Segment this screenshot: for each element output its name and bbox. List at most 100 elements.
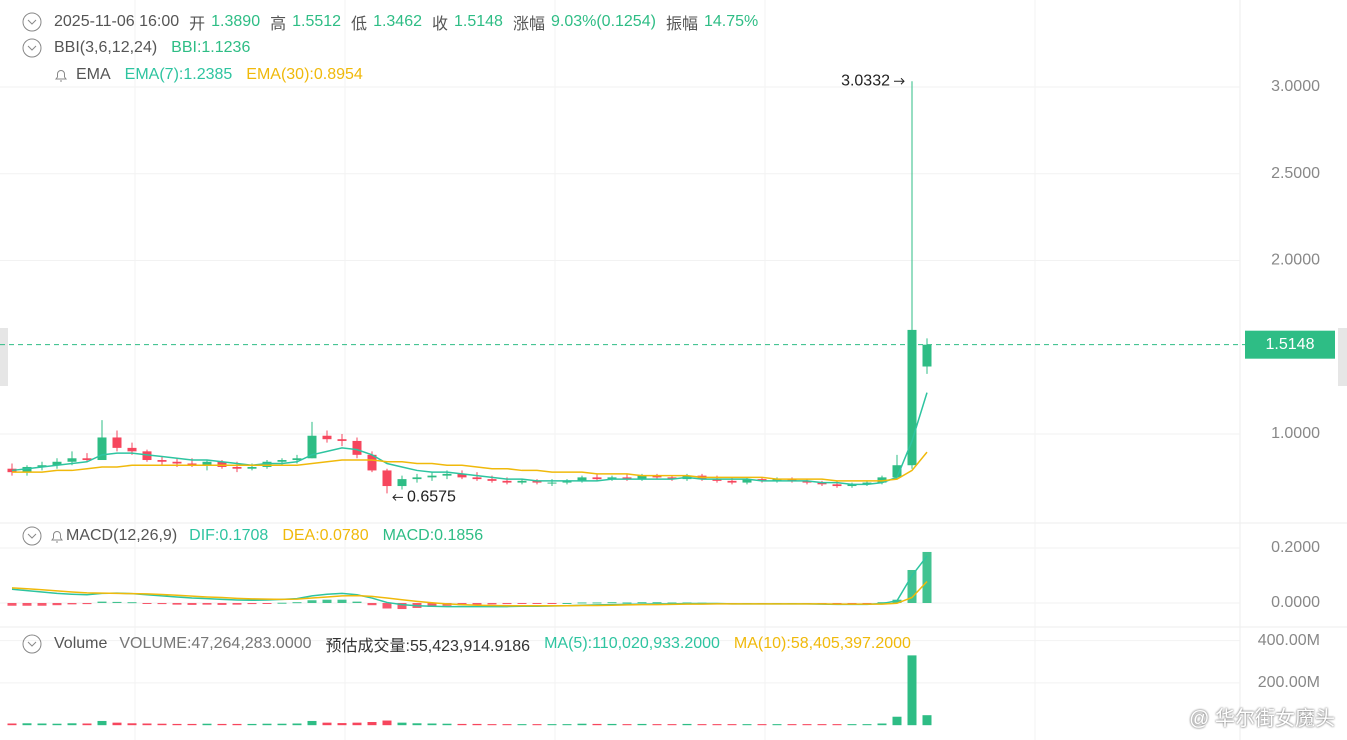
candle-body: [412, 477, 422, 480]
macd-bar: [652, 602, 662, 604]
candle-body: [37, 465, 47, 467]
candle-body: [832, 484, 842, 487]
candle-body: [862, 482, 872, 485]
macd-bar: [337, 599, 347, 603]
candle-body: [157, 460, 167, 462]
indicator-line: [11, 392, 928, 486]
low-annotation: 0.6575: [407, 489, 456, 506]
candle-body: [457, 473, 467, 478]
volume-bar: [277, 723, 287, 726]
right-tab[interactable]: [1338, 328, 1347, 386]
volume-bar: [772, 724, 782, 726]
volume-bar: [787, 724, 797, 726]
macd-bar: [502, 602, 512, 605]
volume-bar: [457, 723, 467, 726]
volume-bar: [757, 724, 767, 726]
candle-body: [877, 477, 887, 483]
value: 1.5148: [454, 13, 503, 30]
y-tick-label: 400.00M: [1258, 632, 1320, 649]
value: 9.03%(0.1254): [550, 13, 656, 30]
volume-bar: [367, 722, 377, 726]
candle-body: [172, 461, 182, 464]
candle-body: [352, 440, 362, 455]
label: 收: [432, 16, 449, 33]
volume-bar: [862, 724, 872, 726]
candle-body: [907, 329, 917, 466]
candle-body: [787, 479, 797, 481]
volume-bar: [892, 716, 902, 726]
y-tick-label: 200.00M: [1258, 674, 1320, 691]
candle-body: [202, 461, 212, 466]
bell-icon[interactable]: [48, 527, 66, 545]
y-tick-label: 3.0000: [1271, 78, 1320, 95]
y-tick-label: 2.5000: [1271, 165, 1320, 182]
macd-bar: [472, 602, 482, 605]
macd-bar: [52, 602, 62, 606]
macd-bar: [922, 551, 932, 603]
toggle-icon[interactable]: [22, 526, 42, 546]
candle-body: [247, 466, 257, 469]
volume-bar: [607, 723, 617, 726]
candle-body: [112, 437, 122, 448]
macd-bar: [232, 602, 242, 605]
left-tab[interactable]: [0, 328, 8, 386]
candle-body: [667, 477, 677, 480]
candle-body: [532, 480, 542, 483]
volume-bar: [427, 723, 437, 726]
candle-body: [517, 480, 527, 483]
candle-body: [772, 479, 782, 481]
value: 1.3462: [373, 13, 422, 30]
volume-bar: [187, 723, 197, 726]
candle-body: [22, 466, 32, 473]
candle-body: [232, 466, 242, 469]
macd-bar: [157, 602, 167, 605]
legend-entry: MACD:0.1856: [382, 527, 484, 544]
volume-bar: [247, 723, 257, 726]
macd-bar: [127, 602, 137, 604]
volume-bar: [217, 723, 227, 726]
candle-body: [637, 475, 647, 480]
label: 高: [270, 16, 287, 33]
volume-bar: [742, 724, 752, 726]
toggle-icon[interactable]: [22, 12, 42, 32]
candle-body: [367, 454, 377, 471]
macd-bar: [217, 602, 227, 605]
volume-bar: [832, 724, 842, 726]
toggle-icon[interactable]: [22, 38, 42, 58]
volume-bar: [37, 723, 47, 726]
candle-body: [187, 463, 197, 466]
candle-body: [322, 435, 332, 440]
volume-bar: [922, 715, 932, 726]
volume-bar: [637, 723, 647, 726]
high-annotation: 3.0332: [841, 72, 890, 89]
macd-bar: [562, 602, 572, 604]
candle-body: [52, 461, 62, 466]
ohlc-row: 2025-11-06 16:00 开 1.3890 高 1.5512 低 1.3462…: [22, 10, 762, 34]
bell-icon[interactable]: [52, 66, 70, 84]
volume-bar: [847, 724, 857, 726]
candle-body: [892, 465, 902, 478]
volume-bar: [307, 720, 317, 726]
volume-bar: [412, 723, 422, 726]
toggle-icon[interactable]: [22, 634, 42, 654]
macd-bar: [112, 601, 122, 603]
volume-bar: [382, 720, 392, 726]
candle-body: [652, 475, 662, 478]
last-price-label: 1.5148: [1266, 336, 1315, 353]
indicator-name: Volume: [54, 635, 108, 652]
y-tick-label: 0.2000: [1271, 539, 1320, 556]
candle-body: [562, 480, 572, 483]
macd-bar: [577, 602, 587, 604]
volume-bar: [172, 723, 182, 726]
candle-body: [757, 479, 767, 481]
legend-entry: DIF:0.1708: [189, 527, 269, 544]
legend-entry: VOLUME:47,264,283.0000: [119, 635, 312, 652]
macd-bar: [7, 602, 17, 606]
volume-bar: [82, 723, 92, 726]
volume-bar: [52, 723, 62, 726]
macd-bar: [292, 602, 302, 604]
macd-bar: [907, 569, 917, 603]
candle-body: [577, 477, 587, 481]
macd-bar: [397, 602, 407, 610]
indicator-name: EMA: [76, 66, 111, 83]
